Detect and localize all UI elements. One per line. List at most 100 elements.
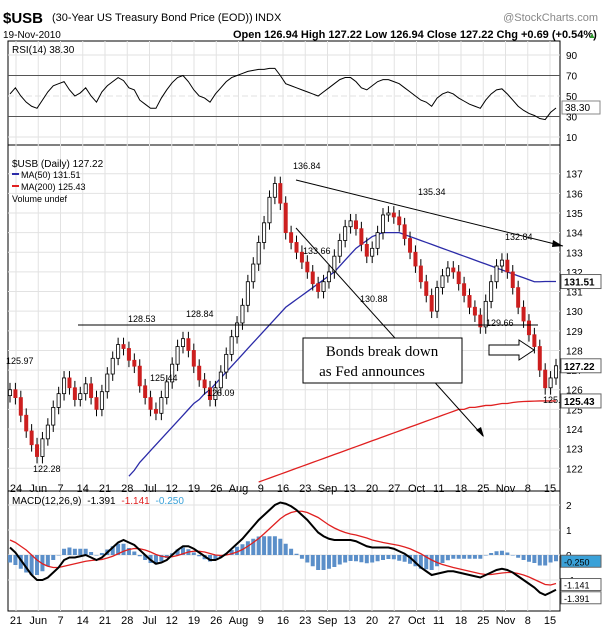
y-tick-label: 122 [566, 464, 583, 475]
macd-histogram-bar [175, 549, 180, 555]
macd-histogram-bar [462, 555, 467, 559]
candle-body [94, 397, 99, 410]
candle-body [137, 365, 142, 387]
y-tick-label: 132 [566, 268, 583, 279]
candle-body [240, 304, 245, 324]
hollow-arrow-icon [488, 339, 535, 361]
macd-histogram-bar [483, 555, 488, 556]
price-candle [153, 402, 158, 421]
macd-histogram-bar [251, 538, 256, 555]
candle-body [45, 424, 50, 440]
x-tick-label: 12 [166, 483, 178, 495]
macd-histogram-bar [83, 548, 88, 555]
macd-histogram-bar [370, 555, 375, 563]
x-tick-label: 8 [525, 483, 531, 495]
price-candle [521, 300, 526, 328]
price-candle [224, 347, 229, 379]
x-tick-label-bottom: 20 [366, 615, 378, 627]
candle-body [305, 261, 310, 273]
candle-body [397, 216, 402, 226]
macd-histogram-bar [321, 555, 326, 570]
candle-body [180, 338, 185, 347]
price-candle [245, 274, 250, 313]
ma200-legend: MA(200) 125.43 [21, 182, 86, 192]
candle-body [78, 393, 83, 400]
candle-body [424, 281, 429, 296]
macd-histogram-bar [364, 555, 369, 564]
price-candle [386, 206, 391, 222]
macd-histogram-bar [532, 555, 537, 563]
volume-legend: Volume undef [12, 194, 68, 204]
x-tick-label: 11 [433, 483, 444, 495]
price-candle [316, 276, 321, 299]
price-candle [272, 176, 277, 205]
candle-body [402, 224, 407, 239]
macd-histogram-bar [343, 555, 348, 563]
rsi-tick-label: 70 [566, 72, 578, 83]
macd-histogram-bar [326, 555, 331, 569]
candle-body [326, 271, 331, 283]
candle-body [251, 263, 256, 283]
price-candle [72, 380, 77, 407]
candle-body [532, 334, 537, 347]
x-tick-label-bottom: 13 [344, 615, 356, 627]
candle-body [262, 222, 267, 243]
candle-body [321, 281, 326, 292]
x-tick-label: 25 [477, 483, 489, 495]
x-tick-label: 15 [544, 483, 556, 495]
price-candle [370, 241, 375, 264]
candle-body [467, 295, 472, 308]
candle-body [543, 369, 548, 389]
price-label: 129.66 [486, 318, 514, 328]
candle-body [245, 281, 250, 306]
price-candle [321, 274, 326, 299]
price-candle [40, 431, 45, 464]
rsi-tick-label: 90 [566, 51, 578, 62]
annotation-box [302, 337, 463, 384]
macd-histogram-bar [310, 555, 315, 567]
price-candle [397, 210, 402, 232]
price-label: 125.72 [543, 395, 571, 405]
candle-body [89, 383, 94, 398]
price-candle [483, 294, 488, 334]
macd-badge: -1.141 [560, 578, 602, 592]
gridlines [8, 41, 560, 611]
x-tick-label: 20 [366, 483, 378, 495]
x-tick-label-bottom: 26 [210, 615, 222, 627]
rsi-badge-text: 38.30 [565, 103, 590, 114]
price-candle [126, 341, 131, 368]
price-label: 135.34 [418, 187, 446, 197]
rsi-tick-label: 50 [566, 92, 578, 103]
macd-histogram-bar [467, 555, 472, 559]
macd-histogram-bar [413, 555, 418, 567]
x-tick-label-bottom: Nov [496, 615, 516, 627]
x-tick-label: Jun [29, 483, 47, 495]
price-candle [218, 365, 223, 395]
candle-body [197, 365, 202, 381]
price-candle [499, 253, 504, 273]
candle-body [62, 377, 67, 395]
macd-histogram-bar [456, 555, 461, 559]
price-candle [402, 217, 407, 246]
macd-histogram-bar [116, 543, 121, 555]
candle-body [353, 220, 358, 230]
candle-body [499, 259, 504, 267]
price-candle [343, 219, 348, 248]
x-tick-label-bottom: 19 [188, 615, 200, 627]
price-candle [424, 274, 429, 303]
candle-body [143, 385, 148, 398]
x-tick-label: Nov [496, 483, 516, 495]
candle-body [343, 226, 348, 241]
ma200-badge-box [560, 393, 602, 409]
macd-histogram-bar [180, 547, 185, 555]
macd-histogram-bar [99, 553, 104, 555]
y-tick-label: 131 [566, 288, 583, 299]
price-candle [45, 418, 50, 446]
macd-histogram-bar [289, 548, 294, 555]
macd-histogram-bar [451, 555, 456, 559]
candle-body [278, 183, 283, 204]
macd-histogram-bar [543, 555, 548, 566]
candle-body [218, 371, 223, 389]
macd-histogram-bar [397, 555, 402, 561]
